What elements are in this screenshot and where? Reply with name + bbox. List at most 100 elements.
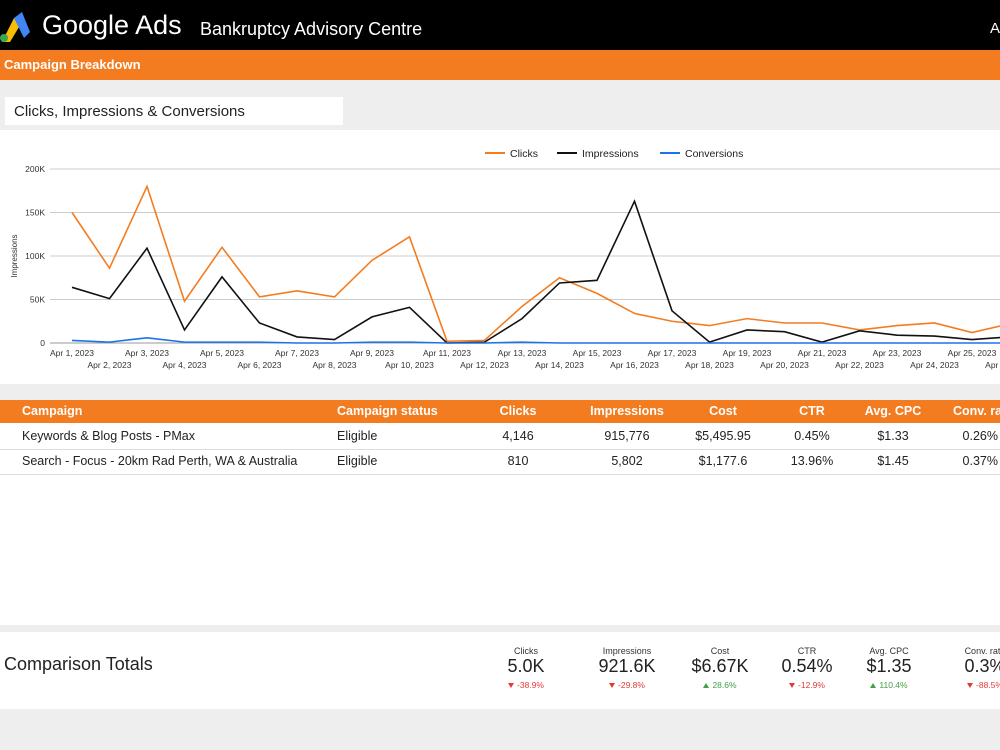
table-cell: Eligible bbox=[337, 454, 378, 468]
x-tick-label: Apr 18, 2023 bbox=[685, 360, 734, 370]
x-tick-label: Apr 12, 2023 bbox=[460, 360, 509, 370]
trend-arrow bbox=[703, 683, 710, 689]
account-name: Bankruptcy Advisory Centre bbox=[200, 19, 423, 39]
metric-change: -12.9% bbox=[757, 680, 857, 690]
metric-value: $1.35 bbox=[866, 656, 912, 676]
table-cell: Eligible bbox=[337, 429, 378, 443]
x-tick-label: Apr 13, 2023 bbox=[498, 348, 547, 358]
table-cell: $1.33 bbox=[877, 429, 909, 443]
change-text: -12.9% bbox=[798, 680, 825, 690]
x-tick-label: Apr 11, 2023 bbox=[423, 348, 471, 358]
x-tick-label: Apr 21, 2023 bbox=[798, 348, 847, 358]
x-tick-label: Apr 14, 2023 bbox=[535, 360, 584, 370]
table-cell: $1,177.6 bbox=[698, 454, 748, 468]
legend-label: Conversions bbox=[685, 148, 743, 160]
chart-title-box: Clicks, Impressions & Conversions bbox=[5, 97, 343, 125]
section-bar: Campaign Breakdown bbox=[0, 50, 1000, 80]
x-tick-label: Apr 22, 2023 bbox=[835, 360, 884, 370]
change-text: -88.5% bbox=[976, 680, 1000, 690]
x-tick-label: Apr 8, 2023 bbox=[313, 360, 357, 370]
table-header: Campaign Campaign status Clicks Impressions… bbox=[0, 400, 1000, 423]
metric-value: 5.0K bbox=[507, 656, 545, 676]
table-cell: 915,776 bbox=[604, 429, 650, 443]
user-initial[interactable]: A bbox=[990, 20, 1000, 37]
totals-title: Comparison Totals bbox=[4, 654, 153, 674]
table-cell: 4,146 bbox=[502, 429, 534, 443]
x-tick-label: Apr 9, 2023 bbox=[350, 348, 394, 358]
metric-change: -88.5% bbox=[935, 680, 1000, 690]
table-cell: 0.37% bbox=[962, 454, 998, 468]
x-tick-label: Apr 20, 2023 bbox=[760, 360, 809, 370]
column-header: Campaign bbox=[22, 404, 83, 418]
x-tick-label: Apr 26, 2023 bbox=[985, 360, 1000, 370]
top-bar: Google Ads Bankruptcy Advisory Centre A bbox=[0, 0, 1000, 50]
metric-change: 28.6% bbox=[670, 680, 770, 690]
legend-label: Clicks bbox=[510, 148, 538, 160]
change-text: -29.8% bbox=[618, 680, 645, 690]
brand: Google Ads bbox=[42, 10, 182, 40]
legend-label: Impressions bbox=[582, 148, 639, 160]
x-tick-label: Apr 10, 2023 bbox=[385, 360, 434, 370]
column-header: Impressions bbox=[590, 404, 664, 418]
x-tick-label: Apr 23, 2023 bbox=[873, 348, 922, 358]
metric-value: 0.54% bbox=[781, 656, 833, 676]
x-tick-label: Apr 24, 2023 bbox=[910, 360, 959, 370]
metric-label: Avg. CPC bbox=[869, 646, 909, 656]
chart-card: 0 50K 100K 150K 200K Impressions Apr 1, 2023 Ap… bbox=[0, 130, 1000, 384]
section-title: Campaign Breakdown bbox=[4, 57, 141, 72]
total-metric: Cost $6.67K 28.6% bbox=[670, 632, 770, 709]
metric-label: Cost bbox=[710, 646, 730, 656]
table-cell: Keywords & Blog Posts - PMax bbox=[22, 429, 195, 443]
x-tick-label: Apr 2, 2023 bbox=[88, 360, 132, 370]
legend-item: Conversions bbox=[660, 148, 743, 160]
x-tick-label: Apr 7, 2023 bbox=[275, 348, 319, 358]
total-metric: Impressions 921.6K -29.8% bbox=[577, 632, 677, 709]
series-line bbox=[71, 336, 1000, 344]
y-tick-label: 200K bbox=[25, 164, 45, 174]
column-header: Campaign status bbox=[337, 404, 438, 418]
metric-change: -29.8% bbox=[577, 680, 677, 690]
chart: 0 50K 100K 150K 200K Impressions Apr 1, 2023 Ap… bbox=[10, 148, 1000, 370]
legend-item: Impressions bbox=[557, 148, 639, 160]
table-cell: 0.26% bbox=[962, 429, 998, 443]
column-header: CTR bbox=[799, 404, 825, 418]
y-tick-label: 100K bbox=[25, 251, 45, 261]
trend-arrow bbox=[609, 683, 616, 689]
x-tick-label: Apr 19, 2023 bbox=[723, 348, 772, 358]
change-text: 28.6% bbox=[712, 680, 737, 690]
metric-label: Impressions bbox=[602, 646, 652, 656]
y-axis-title: Impressions bbox=[10, 234, 19, 277]
metric-value: $6.67K bbox=[691, 656, 749, 676]
change-text: 110.4% bbox=[879, 680, 908, 690]
column-header: Cost bbox=[709, 404, 737, 418]
table-cell: 810 bbox=[507, 454, 529, 468]
table-row[interactable]: Search - Focus - 20km Rad Perth, WA & Au… bbox=[0, 449, 1000, 475]
totals-card: Comparison Totals Clicks 5.0K -38.9% Impres… bbox=[0, 632, 1000, 709]
total-metric: Clicks 5.0K -38.9% bbox=[476, 632, 576, 709]
x-tick-label: Apr 15, 2023 bbox=[573, 348, 622, 358]
change-text: -38.9% bbox=[517, 680, 544, 690]
table-cell: $5,495.95 bbox=[695, 429, 751, 443]
metric-label: CTR bbox=[797, 646, 817, 656]
total-metric: Avg. CPC $1.35 110.4% bbox=[839, 632, 939, 709]
totals-title-box: Comparison Totals bbox=[0, 632, 315, 709]
table-cell: 13.96% bbox=[790, 454, 834, 468]
column-header: Conv. rate bbox=[953, 404, 1000, 418]
metric-label: Conv. rate bbox=[964, 646, 1000, 656]
table-row[interactable]: Keywords & Blog Posts - PMax Eligible 4,14… bbox=[0, 424, 1000, 450]
metric-change: -38.9% bbox=[476, 680, 576, 690]
y-tick-label: 0 bbox=[40, 338, 45, 348]
table-cell: Search - Focus - 20km Rad Perth, WA & Au… bbox=[22, 454, 298, 468]
y-tick-label: 150K bbox=[25, 208, 45, 218]
x-tick-label: Apr 16, 2023 bbox=[610, 360, 659, 370]
trend-arrow bbox=[967, 683, 974, 689]
metric-value: 921.6K bbox=[598, 656, 656, 676]
x-tick-label: Apr 17, 2023 bbox=[648, 348, 697, 358]
trend-arrow bbox=[508, 683, 515, 689]
table-cell: $1.45 bbox=[877, 454, 909, 468]
metric-change: 110.4% bbox=[839, 680, 939, 690]
total-metric: Conv. rate0.3% -88.5% bbox=[935, 632, 1000, 709]
legend-item: Clicks bbox=[485, 148, 538, 160]
y-tick-label: 50K bbox=[30, 295, 45, 305]
table-cell: 0.45% bbox=[794, 429, 830, 443]
